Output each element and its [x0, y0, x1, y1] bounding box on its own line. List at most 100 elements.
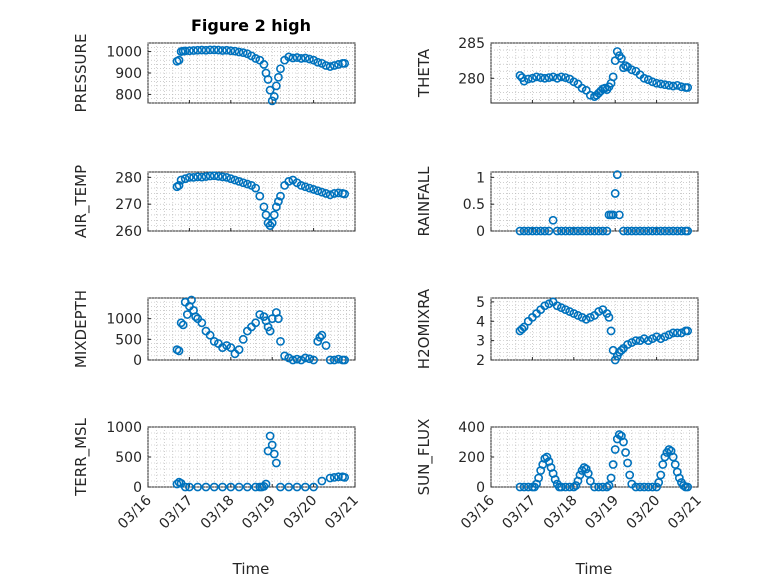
data-point — [176, 318, 186, 328]
y-tick-label: 1 — [476, 170, 485, 186]
subplot-pressure: 800 900 1000 PRESSURE — [72, 34, 356, 112]
data-point — [619, 437, 628, 447]
data-point — [635, 336, 645, 346]
data-point — [313, 57, 323, 67]
data-point — [251, 54, 261, 63]
y-axis-label-air_temp: AIR_TEMP — [72, 165, 91, 238]
data-point — [670, 460, 680, 469]
data-point — [317, 187, 327, 197]
data-point — [296, 181, 306, 190]
data-point — [251, 183, 261, 193]
y-axis-label-h2omixra: H2OMIXRA — [415, 288, 433, 369]
data-point — [218, 172, 227, 182]
data-point — [230, 175, 240, 185]
data-point — [534, 473, 544, 483]
data-point — [276, 482, 285, 492]
y-axis-label-mixdepth: MIXDEPTH — [72, 290, 90, 368]
data-point — [523, 74, 533, 84]
data-point — [313, 336, 323, 346]
plot-area-rainfall — [490, 171, 699, 232]
data-point — [523, 482, 533, 492]
data-point — [201, 482, 211, 492]
y-axis-label-sun_flux: SUN_FLUX — [415, 419, 434, 496]
data-point — [614, 430, 624, 439]
data-point — [274, 314, 283, 324]
y-tick-label: 1000 — [106, 420, 142, 436]
data-point — [623, 458, 633, 468]
data-point — [612, 47, 622, 56]
data-point — [544, 226, 554, 236]
data-point — [180, 46, 190, 56]
data-point — [614, 210, 624, 220]
data-point — [340, 472, 350, 482]
data-point — [193, 172, 203, 182]
data-point — [201, 45, 211, 55]
data-point — [300, 182, 310, 192]
y-axis-label-rainfall: RAINFALL — [415, 166, 433, 237]
data-point — [184, 172, 194, 182]
data-point — [226, 174, 236, 184]
data-point — [226, 46, 236, 56]
data-point — [519, 482, 529, 492]
data-point — [635, 226, 645, 236]
data-point — [517, 324, 527, 334]
data-point — [552, 226, 562, 236]
data-point — [205, 171, 215, 181]
x-tick-label: 03/20 — [624, 493, 664, 533]
data-point — [581, 226, 591, 236]
data-point — [571, 481, 581, 490]
data-point — [643, 336, 653, 346]
x-axis-label-left: Time — [232, 560, 270, 578]
data-point — [594, 226, 604, 236]
data-point — [621, 448, 630, 457]
data-point — [334, 354, 343, 364]
data-point — [309, 355, 318, 365]
data-point — [581, 464, 591, 474]
data-point — [189, 172, 198, 182]
data-point — [284, 482, 294, 492]
data-point — [552, 73, 562, 83]
data-point — [288, 355, 298, 365]
data-point — [334, 60, 343, 69]
x-tick-label: 03/17 — [499, 493, 539, 533]
y-axis-label-terr_msl: TERR_MSL — [72, 417, 91, 496]
data-point — [271, 81, 281, 91]
data-point — [604, 312, 614, 322]
data-point — [536, 73, 546, 82]
data-point — [276, 191, 285, 201]
data-point — [581, 314, 591, 324]
data-point — [292, 53, 302, 62]
data-point — [631, 336, 641, 346]
data-point — [660, 80, 670, 90]
data-point — [174, 181, 184, 190]
data-point — [652, 78, 661, 88]
data-point — [263, 322, 273, 332]
y-tick-label: 4 — [476, 314, 485, 330]
data-point — [242, 482, 252, 492]
data-point — [296, 54, 306, 63]
data-point — [271, 458, 281, 468]
data-point — [569, 226, 579, 236]
data-point — [280, 351, 290, 361]
data-point — [652, 482, 661, 492]
data-point — [288, 53, 298, 63]
data-point — [218, 46, 227, 55]
data-point — [305, 54, 314, 64]
data-point — [683, 482, 693, 492]
data-point — [197, 45, 207, 55]
data-point — [187, 295, 196, 305]
data-point — [585, 312, 595, 322]
data-point — [540, 226, 550, 236]
data-point — [309, 185, 318, 194]
data-point — [197, 172, 207, 182]
data-point — [668, 452, 678, 462]
data-point — [205, 330, 215, 340]
data-point — [234, 345, 244, 355]
data-point — [664, 226, 674, 236]
data-point — [556, 72, 566, 82]
figure-title: Figure 2 high — [191, 16, 311, 35]
data-point — [259, 202, 269, 212]
data-point — [548, 215, 558, 225]
data-point — [648, 77, 657, 87]
data-point — [625, 470, 635, 480]
